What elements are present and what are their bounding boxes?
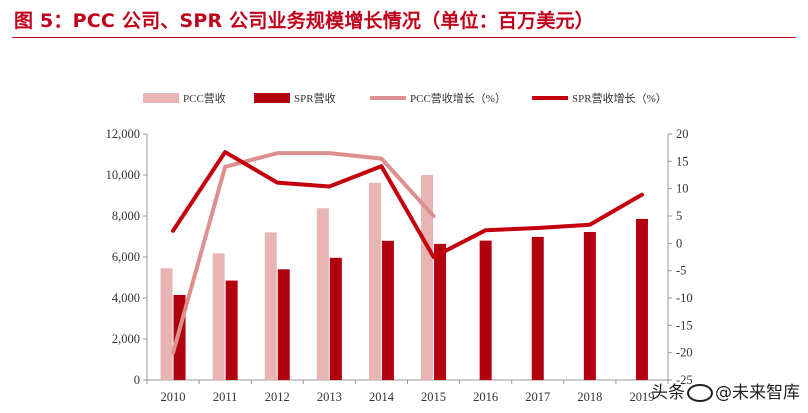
- y-left-tick-label: 4,000: [112, 291, 140, 305]
- spr-revenue-bar: [635, 218, 648, 380]
- watermark: 头条 @未来智库: [651, 378, 800, 403]
- pcc-revenue-bar: [160, 268, 173, 380]
- spr-revenue-bar: [434, 243, 447, 380]
- legend-pcc-growth-label: PCC营收增长（%）: [410, 91, 506, 105]
- spr-revenue-bar: [329, 257, 342, 380]
- spr-revenue-bar: [583, 231, 596, 380]
- pcc-revenue-bar: [421, 175, 434, 380]
- pcc-revenue-bar: [212, 253, 225, 380]
- chart-bars: [160, 175, 648, 380]
- title-divider: [12, 37, 796, 38]
- y-right-tick-label: 5: [676, 209, 682, 223]
- chart-lines: [171, 150, 644, 355]
- legend-spr-revenue-swatch: [254, 93, 290, 103]
- legend-spr-revenue-label: SPR营收: [294, 91, 336, 105]
- pcc-growth-line: [171, 151, 436, 355]
- x-tick-label: 2014: [369, 390, 395, 404]
- x-tick-label: 2010: [161, 390, 186, 404]
- pcc-revenue-bar: [368, 182, 381, 380]
- spr-revenue-bar: [277, 269, 290, 380]
- legend-pcc-revenue-swatch: [143, 93, 179, 103]
- y-right-tick-label: -5: [676, 264, 686, 278]
- x-tick-label: 2016: [473, 390, 498, 404]
- x-tick-label: 2019: [629, 390, 654, 404]
- spr-revenue-bar: [225, 280, 238, 380]
- y-right-tick-label: 0: [676, 236, 682, 250]
- pcc-revenue-bar: [264, 232, 277, 380]
- spr-revenue-bar: [381, 240, 394, 380]
- x-tick-label: 2015: [421, 390, 446, 404]
- wechat-icon: [687, 384, 713, 402]
- y-right-tick-label: 10: [676, 182, 689, 196]
- y-right-tick-label: -15: [676, 318, 693, 332]
- y-left-tick-label: 12,000: [106, 127, 140, 141]
- y-right-tick-label: 20: [676, 127, 689, 141]
- spr-revenue-bar: [531, 236, 544, 380]
- chart-legend: PCC营收 SPR营收 PCC营收增长（%） SPR营收增长（%）: [143, 91, 667, 105]
- y-right-tick-label: -20: [676, 346, 693, 360]
- spr-revenue-bar: [479, 240, 492, 380]
- x-tick-label: 2018: [577, 390, 602, 404]
- y-left-tick-label: 0: [134, 373, 140, 387]
- pcc-revenue-bar: [316, 208, 329, 380]
- y-right-tick-label: -25: [676, 373, 693, 387]
- watermark-text-left: 头条: [651, 383, 685, 403]
- spr-growth-line: [171, 150, 644, 259]
- y-left-tick-label: 8,000: [112, 209, 140, 223]
- y-left-tick-label: 6,000: [112, 250, 140, 264]
- x-tick-label: 2011: [213, 390, 238, 404]
- chart-tick-labels: 0 2,000 4,000 6,000 8,000 10,000 12,000 -25 -20 -…: [106, 127, 693, 404]
- legend-pcc-revenue-label: PCC营收: [183, 91, 226, 105]
- y-right-tick-label: -10: [676, 291, 693, 305]
- watermark-text-right: @未来智库: [715, 383, 800, 403]
- x-tick-label: 2013: [317, 390, 342, 404]
- y-right-tick-label: 15: [676, 154, 689, 168]
- x-tick-label: 2012: [265, 390, 290, 404]
- legend-spr-growth-label: SPR营收增长（%）: [572, 91, 667, 105]
- y-left-tick-label: 2,000: [112, 332, 140, 346]
- page-title: 图 5：PCC 公司、SPR 公司业务规模增长情况（单位：百万美元）: [14, 10, 594, 32]
- y-left-tick-label: 10,000: [106, 168, 140, 182]
- x-tick-label: 2017: [525, 390, 550, 404]
